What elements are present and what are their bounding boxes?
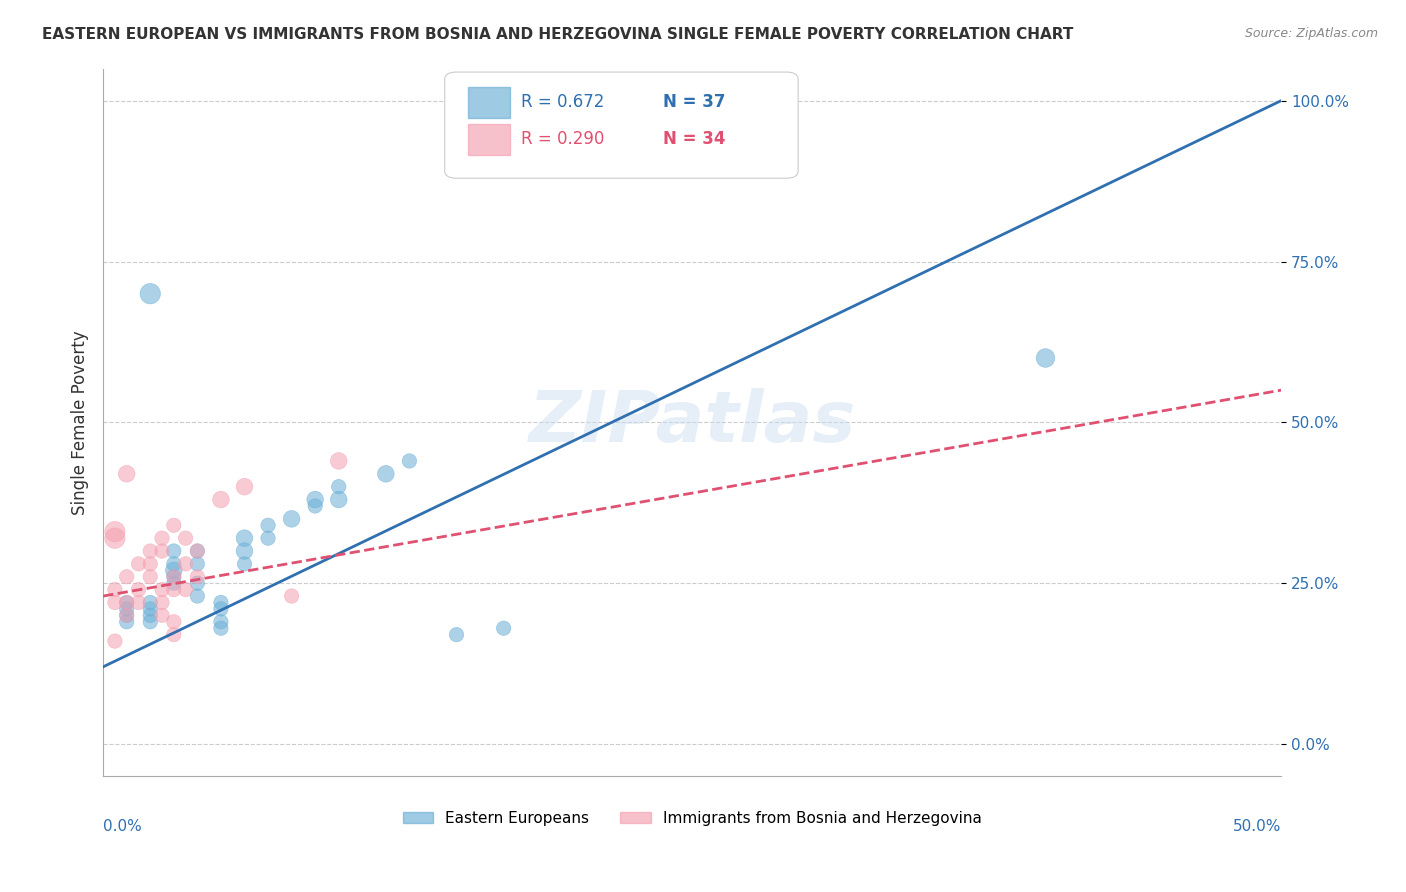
Point [1035, 351, 1057, 365]
Point [139, 557, 162, 571]
Point [186, 576, 208, 591]
Point [150, 582, 173, 597]
Point [139, 595, 162, 609]
Point [233, 480, 256, 494]
Point [280, 589, 302, 603]
Point [209, 621, 232, 635]
Text: Source: ZipAtlas.com: Source: ZipAtlas.com [1244, 27, 1378, 40]
Point [150, 595, 173, 609]
Text: 0.0%: 0.0% [103, 819, 142, 834]
Point [233, 557, 256, 571]
Point [163, 518, 186, 533]
Point [328, 492, 350, 507]
Point [186, 544, 208, 558]
Point [139, 602, 162, 616]
Point [328, 480, 350, 494]
Point [209, 602, 232, 616]
Point [115, 595, 138, 609]
FancyBboxPatch shape [444, 72, 799, 178]
Point [139, 544, 162, 558]
Point [186, 589, 208, 603]
Text: R = 0.672: R = 0.672 [522, 94, 605, 112]
Point [186, 544, 208, 558]
Point [233, 531, 256, 545]
Point [257, 531, 280, 545]
Text: N = 37: N = 37 [662, 94, 725, 112]
Point [127, 557, 149, 571]
Text: N = 34: N = 34 [662, 130, 725, 148]
Text: R = 0.290: R = 0.290 [522, 130, 605, 148]
Point [139, 570, 162, 584]
Point [104, 582, 127, 597]
Point [104, 634, 127, 648]
Point [492, 621, 515, 635]
Point [163, 563, 186, 577]
Point [174, 582, 197, 597]
Point [115, 467, 138, 481]
Point [115, 615, 138, 629]
Point [209, 595, 232, 609]
Point [163, 570, 186, 584]
Legend: Eastern Europeans, Immigrants from Bosnia and Herzegovina: Eastern Europeans, Immigrants from Bosni… [396, 805, 988, 832]
Point [115, 608, 138, 623]
Point [280, 512, 302, 526]
Point [446, 627, 468, 641]
Point [233, 544, 256, 558]
Point [127, 582, 149, 597]
Point [163, 582, 186, 597]
Point [174, 557, 197, 571]
Point [115, 608, 138, 623]
Point [150, 531, 173, 545]
Point [163, 544, 186, 558]
Point [139, 608, 162, 623]
Point [139, 286, 162, 301]
Point [104, 524, 127, 539]
Point [115, 570, 138, 584]
Y-axis label: Single Female Poverty: Single Female Poverty [72, 330, 89, 515]
Point [398, 454, 420, 468]
Point [209, 492, 232, 507]
Point [163, 627, 186, 641]
Point [150, 608, 173, 623]
Point [257, 518, 280, 533]
Point [174, 531, 197, 545]
Point [139, 615, 162, 629]
Point [186, 557, 208, 571]
Point [374, 467, 396, 481]
Point [104, 595, 127, 609]
Text: 50.0%: 50.0% [1233, 819, 1281, 834]
Point [104, 531, 127, 545]
FancyBboxPatch shape [468, 87, 509, 118]
Text: EASTERN EUROPEAN VS IMMIGRANTS FROM BOSNIA AND HERZEGOVINA SINGLE FEMALE POVERTY: EASTERN EUROPEAN VS IMMIGRANTS FROM BOSN… [42, 27, 1074, 42]
Point [304, 499, 326, 513]
Text: ZIPatlas: ZIPatlas [529, 388, 856, 457]
Point [328, 454, 350, 468]
Point [163, 615, 186, 629]
Point [127, 595, 149, 609]
Point [115, 595, 138, 609]
Point [163, 557, 186, 571]
Point [163, 576, 186, 591]
Point [115, 602, 138, 616]
Point [163, 570, 186, 584]
FancyBboxPatch shape [468, 124, 509, 155]
Point [150, 544, 173, 558]
Point [304, 492, 326, 507]
Point [209, 615, 232, 629]
Point [186, 570, 208, 584]
